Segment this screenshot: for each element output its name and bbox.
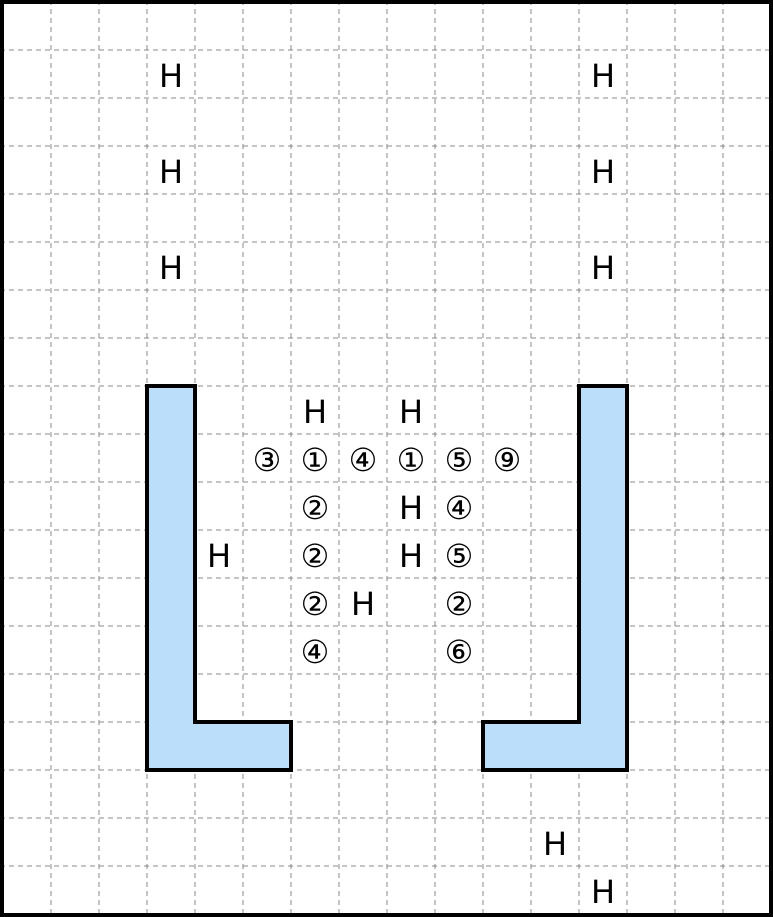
h-top-right-3: H bbox=[591, 249, 615, 287]
h-mid-right: H bbox=[399, 393, 423, 431]
h-top-left-1: H bbox=[159, 57, 183, 95]
num-2d: ② bbox=[445, 585, 474, 623]
num-1a: ① bbox=[301, 441, 330, 479]
h-row4: H bbox=[399, 537, 423, 575]
h-row5: H bbox=[351, 585, 375, 623]
h-top-left-3: H bbox=[159, 249, 183, 287]
h-bottom-2: H bbox=[591, 873, 615, 911]
h-row3: H bbox=[399, 489, 423, 527]
num-1b: ① bbox=[397, 441, 426, 479]
cell-labels: H H H H H H H H ③ ① ④ ① ⑤ ⑨ ② H ④ H ② H … bbox=[159, 57, 615, 911]
num-4a: ④ bbox=[349, 441, 378, 479]
h-top-right-2: H bbox=[591, 153, 615, 191]
h-top-right-1: H bbox=[591, 57, 615, 95]
num-2b: ② bbox=[301, 537, 330, 575]
right-j-wall bbox=[481, 384, 629, 772]
num-4c: ④ bbox=[301, 633, 330, 671]
h-mid-left: H bbox=[303, 393, 327, 431]
num-5a: ⑤ bbox=[445, 441, 474, 479]
num-5b: ⑤ bbox=[445, 537, 474, 575]
num-2a: ② bbox=[301, 489, 330, 527]
num-4b: ④ bbox=[445, 489, 474, 527]
num-6: ⑥ bbox=[445, 633, 474, 671]
h-top-left-2: H bbox=[159, 153, 183, 191]
num-9: ⑨ bbox=[493, 441, 522, 479]
num-2c: ② bbox=[301, 585, 330, 623]
h-bottom-1: H bbox=[543, 825, 567, 863]
num-3: ③ bbox=[253, 441, 282, 479]
h-side-left: H bbox=[207, 537, 231, 575]
left-l-wall bbox=[145, 384, 293, 772]
